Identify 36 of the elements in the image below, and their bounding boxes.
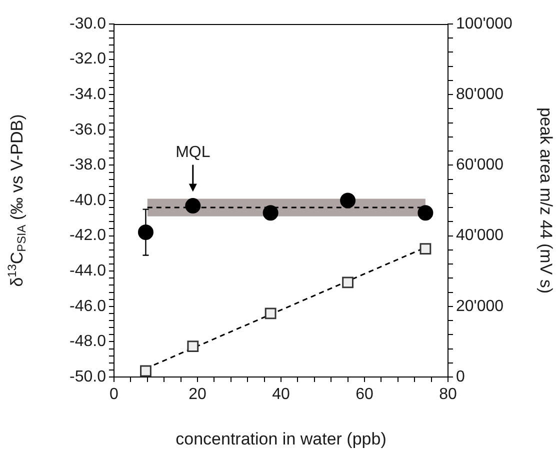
y-tick-label: -48.0 [70, 333, 106, 350]
y-tick-label: -40.0 [70, 192, 106, 209]
point [420, 243, 432, 255]
x-tick-label: 40 [272, 386, 290, 404]
point [185, 198, 201, 214]
y-tick-label: -36.0 [70, 121, 106, 138]
y2-tick-label: 0 [456, 368, 465, 386]
y2-tick-label: 80'000 [456, 86, 504, 104]
y-tick-label: -38.0 [70, 156, 106, 174]
point [138, 224, 154, 240]
point [418, 205, 434, 221]
x-axis-title: concentration in water (ppb) [176, 430, 386, 449]
y2-tick-label: 20'000 [456, 298, 504, 315]
y-axis-title: δ13CPSIA (‰ vs V-PDB) [5, 114, 29, 287]
x-tick-label: 60 [356, 386, 374, 404]
y2-tick-label: 40'000 [456, 227, 504, 244]
y2-tick-label: 100'000 [456, 15, 513, 32]
y-tick-label: -46.0 [70, 298, 106, 315]
point [140, 365, 152, 377]
y-tick-label: -32.0 [70, 50, 106, 68]
point [264, 308, 276, 320]
point [342, 276, 354, 288]
x-tick-label: 0 [110, 386, 119, 404]
y2-tick-label: 60'000 [456, 156, 504, 174]
x-tick-label: 80 [439, 386, 457, 404]
y-tick-label: -30.0 [70, 15, 106, 32]
y2-axis-title: peak area m/z 44 (mV s) [536, 107, 556, 294]
y-tick-label: -50.0 [70, 368, 106, 386]
point [187, 340, 199, 352]
x-tick-label: 20 [188, 386, 206, 404]
point [262, 205, 278, 221]
annotation: MQL [176, 144, 210, 162]
point [340, 192, 356, 208]
y-tick-label: -34.0 [70, 86, 106, 104]
y-tick-label: -44.0 [70, 262, 106, 280]
y-tick-label: -42.0 [70, 227, 106, 244]
